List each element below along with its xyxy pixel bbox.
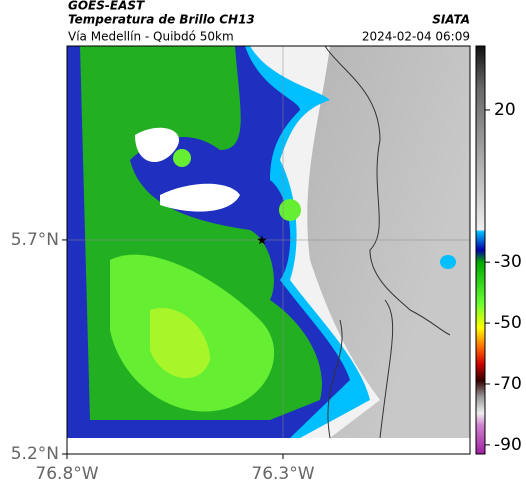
subtitle: Vía Medellín - Quibdó 50km <box>68 30 234 44</box>
colorbar-tick-label: -30 <box>494 252 522 272</box>
ticks: 76.8°W 76.3°W 5.2°N 5.7°N 20 -30 -50 -70 -90 <box>11 100 522 484</box>
svg-text:★: ★ <box>256 234 268 249</box>
colorbar <box>475 45 486 455</box>
x-tick-label: 76.3°W <box>251 464 314 484</box>
colorbar-tick-label: -90 <box>494 435 522 455</box>
title: Temperatura de Brillo CH13 <box>68 13 255 27</box>
brand: SIATA <box>432 13 470 27</box>
y-tick-label: 5.2°N <box>11 444 59 464</box>
colorbar-tick-label: -70 <box>494 374 522 394</box>
y-tick-label: 5.7°N <box>11 230 59 250</box>
satellite-image: ★ <box>67 46 470 438</box>
x-tick-label: 76.8°W <box>35 464 98 484</box>
source: GOES-EAST <box>68 0 145 13</box>
datetime: 2024-02-04 06:09 <box>362 30 470 44</box>
colorbar-tick-label: -50 <box>494 313 522 333</box>
map-frame <box>66 45 471 455</box>
colorbar-tick-label: 20 <box>494 100 516 120</box>
